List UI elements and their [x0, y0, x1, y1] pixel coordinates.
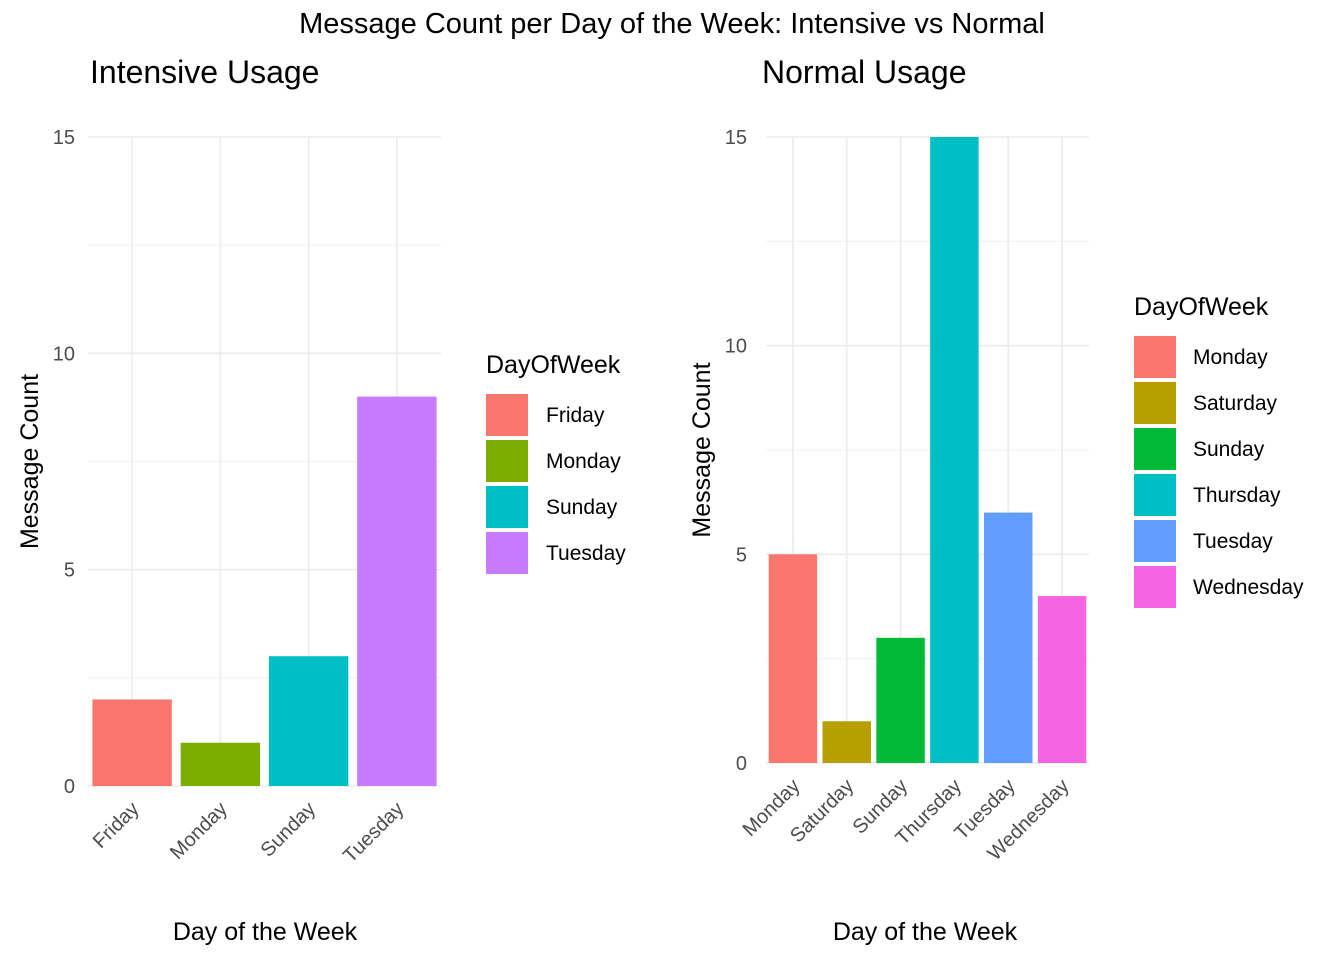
legend-label: Wednesday: [1193, 576, 1304, 599]
legend-label: Tuesday: [1193, 530, 1273, 553]
panel-normal: Normal Usage 0 5 10 15 Monday Saturday Sunday T…: [688, 54, 1304, 946]
legend-label: Monday: [546, 450, 621, 473]
x-tick-label: Tuesday: [339, 798, 408, 867]
bar-friday: [92, 699, 172, 786]
legend-key-sunday: [486, 486, 528, 528]
bar-wednesday: [1037, 596, 1087, 763]
legend-label: Friday: [546, 404, 605, 427]
panel-intensive: Intensive Usage 0 5 10 15 Friday Monday Sunday…: [16, 54, 626, 946]
legend-key-wednesday: [1134, 566, 1176, 608]
legend-key-thursday: [1134, 474, 1176, 516]
y-tick-label: 10: [725, 336, 747, 358]
legend-label: Saturday: [1193, 392, 1278, 415]
y-tick-label: 15: [53, 127, 75, 149]
bar-thursday: [930, 137, 979, 763]
legend-label: Thursday: [1193, 484, 1281, 507]
legend-key-tuesday: [486, 532, 528, 574]
legend-title: DayOfWeek: [486, 351, 621, 379]
bar-monday: [180, 742, 261, 786]
y-tick-label: 5: [736, 544, 747, 566]
bar-saturday: [822, 721, 871, 763]
y-axis-title: Message Count: [16, 374, 44, 549]
legend-key-friday: [486, 394, 528, 436]
legend-key-monday: [1134, 336, 1176, 378]
legend-key-tuesday: [1134, 520, 1176, 562]
legend-title: DayOfWeek: [1134, 293, 1269, 321]
bar-monday: [768, 554, 818, 763]
legend-key-monday: [486, 440, 528, 482]
y-tick-label: 5: [64, 560, 75, 582]
legend-key-sunday: [1134, 428, 1176, 470]
y-axis-title: Message Count: [688, 362, 716, 537]
legend-label: Monday: [1193, 346, 1268, 369]
x-tick-label: Monday: [166, 798, 232, 864]
panel-title-intensive: Intensive Usage: [90, 54, 319, 90]
legend-key-saturday: [1134, 382, 1176, 424]
y-tick-label: 15: [725, 127, 747, 149]
bar-sunday: [268, 656, 349, 786]
legend-label: Sunday: [546, 496, 618, 519]
x-axis-title: Day of the Week: [833, 918, 1018, 946]
x-axis-title: Day of the Week: [173, 918, 358, 946]
bar-sunday: [876, 637, 925, 763]
bar-tuesday: [984, 512, 1033, 763]
y-tick-label: 0: [736, 753, 747, 775]
panel-title-normal: Normal Usage: [762, 54, 967, 90]
bar-tuesday: [357, 396, 437, 786]
x-tick-label: Sunday: [257, 798, 321, 862]
x-tick-label: Friday: [89, 798, 144, 853]
y-tick-label: 10: [53, 343, 75, 365]
legend-label: Tuesday: [546, 542, 626, 565]
y-tick-label: 0: [64, 776, 75, 798]
legend-label: Sunday: [1193, 438, 1265, 461]
main-title: Message Count per Day of the Week: Inten…: [299, 8, 1045, 40]
